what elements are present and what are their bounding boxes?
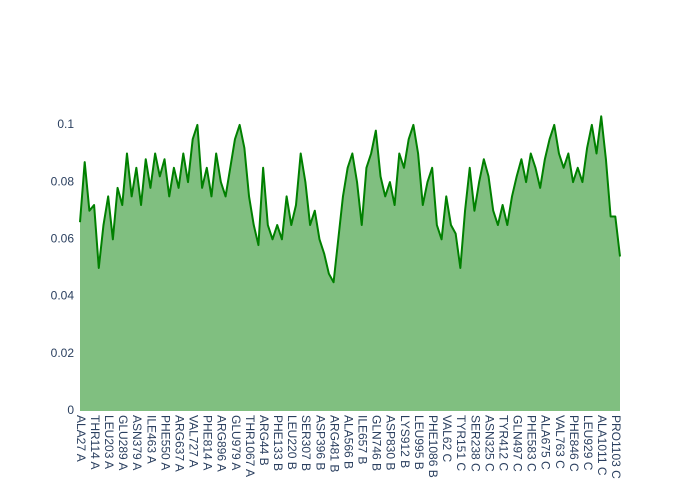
x-tick-label: ARG44 B [257, 415, 271, 466]
x-tick-label: LEU929 C [581, 415, 595, 471]
x-tick-label: SER307 B [299, 415, 313, 471]
x-tick-label: ARG637 A [172, 415, 186, 472]
area-fill [80, 116, 620, 411]
x-tick-label: ARG896 A [215, 415, 229, 472]
x-tick-label: GLN497 C [511, 415, 525, 472]
x-tick-label: PHE846 C [567, 415, 581, 472]
x-tick-label: LYS912 B [398, 415, 412, 468]
x-tick-label: TYR412 C [496, 415, 510, 471]
line [79, 115, 621, 284]
x-tick-label: ALA675 C [539, 415, 553, 470]
x-tick-label: THR1067 A [243, 415, 257, 477]
x-tick-label: LEU203 A [102, 415, 116, 469]
x-tick-label: ASN379 A [130, 415, 144, 470]
x-tick-label: LEU220 B [285, 415, 299, 470]
x-tick-label: ASP830 B [384, 415, 398, 470]
x-tick-label: TYR151 C [454, 415, 468, 471]
y-tick-label: 0.06 [51, 232, 75, 246]
x-tick-label: ALA1011 C [595, 415, 609, 476]
x-tick-label: ASP396 B [313, 415, 327, 470]
x-tick-label: ARG481 B [327, 415, 341, 472]
y-tick-label: 0 [67, 403, 74, 417]
y-tick-label: 0.08 [51, 174, 75, 188]
x-tick-label: PRO1103 C [609, 415, 623, 479]
x-tick-label: GLN746 B [370, 415, 384, 471]
y-tick-label: 0.02 [51, 346, 75, 360]
x-tick-label: VAL763 C [553, 415, 567, 469]
x-tick-label: PHE133 B [271, 415, 285, 471]
x-tick-label: ILE657 B [356, 415, 370, 464]
x-tick-label: ALA27 A [74, 415, 88, 462]
x-tick-label: VAL727 A [187, 415, 201, 468]
x-tick-label: SER238 C [468, 415, 482, 472]
x-tick-label: PHE814 A [201, 415, 215, 470]
y-tick-label: 0.1 [57, 117, 74, 131]
x-tick-label: LEU995 B [412, 415, 426, 470]
x-tick-label: VAL62 C [440, 415, 454, 462]
x-tick-label: THR114 A [88, 415, 102, 469]
y-tick-label: 0.04 [51, 289, 75, 303]
x-tick-label: PHE1086 B [426, 415, 440, 478]
x-tick-label: GLU979 A [229, 415, 243, 470]
x-tick-label: PHE583 C [525, 415, 539, 472]
x-tick-label: ALA566 B [341, 415, 355, 469]
x-tick-label: GLU289 A [116, 415, 130, 470]
x-tick-label: PHE550 A [158, 415, 172, 470]
x-tick-label: ASN325 C [482, 415, 496, 472]
x-tick-label: ILE463 A [144, 415, 158, 464]
